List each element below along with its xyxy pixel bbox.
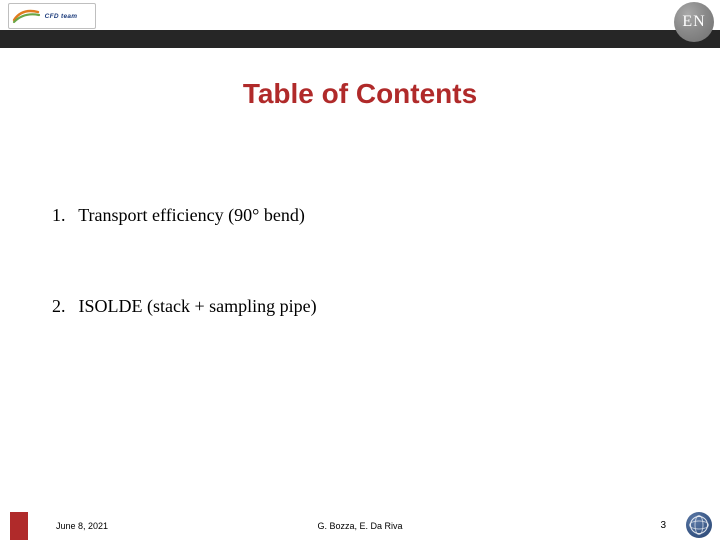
toc-list: 1. Transport efficiency (90° bend) 2. IS… bbox=[52, 205, 317, 387]
cfd-team-logo: CFD team bbox=[8, 3, 96, 29]
header: CFD team EN bbox=[0, 0, 720, 44]
toc-item: 2. ISOLDE (stack + sampling pipe) bbox=[52, 296, 317, 317]
header-dark-strip bbox=[0, 30, 720, 48]
footer-page-number: 3 bbox=[660, 520, 666, 531]
cfd-team-logo-text: CFD team bbox=[45, 13, 78, 20]
toc-item-num: 1. bbox=[52, 205, 74, 226]
slide: CFD team EN Table of Contents 1. Transpo… bbox=[0, 0, 720, 540]
toc-item-text: ISOLDE (stack + sampling pipe) bbox=[79, 296, 317, 316]
toc-item: 1. Transport efficiency (90° bend) bbox=[52, 205, 317, 226]
slide-title: Table of Contents bbox=[0, 78, 720, 110]
footer: June 8, 2021 G. Bozza, E. Da Riva 3 bbox=[0, 512, 720, 540]
swoosh-icon bbox=[12, 6, 42, 26]
en-badge-text: EN bbox=[682, 13, 705, 31]
cern-logo-icon bbox=[686, 512, 712, 538]
toc-item-num: 2. bbox=[52, 296, 74, 317]
footer-authors: G. Bozza, E. Da Riva bbox=[0, 521, 720, 531]
en-badge: EN bbox=[674, 2, 714, 42]
toc-item-text: Transport efficiency (90° bend) bbox=[78, 205, 305, 225]
